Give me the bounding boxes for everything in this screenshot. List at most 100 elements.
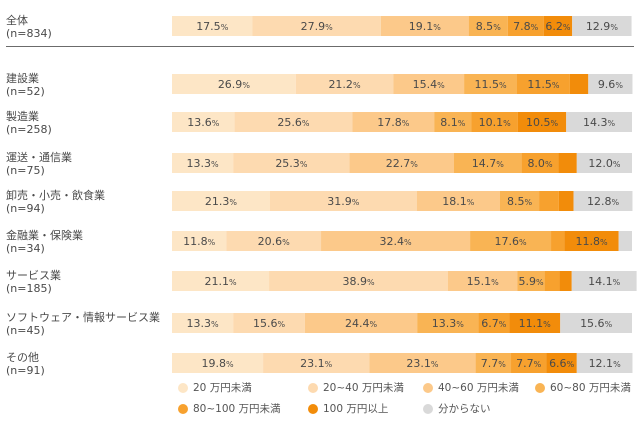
bar-segment: [172, 153, 234, 173]
category-n-label: (n=258): [6, 123, 52, 136]
legend-label: 80~100 万円未満: [193, 403, 281, 415]
legend-label: 40~60 万円未満: [438, 382, 519, 394]
data-label: 17.5%: [196, 20, 229, 33]
category-label: 建設業: [6, 71, 39, 85]
data-label: 38.9%: [342, 275, 375, 288]
data-label: 15.6%: [580, 317, 613, 330]
legend-label: 100 万円以上: [323, 403, 389, 415]
bar-segment: [546, 353, 577, 373]
category-n-label: (n=185): [6, 282, 52, 295]
data-label: 18.1%: [442, 195, 475, 208]
category-label: ソフトウェア・情報サービス業: [6, 311, 160, 324]
data-label: 15.1%: [467, 275, 500, 288]
data-label: 13.3%: [187, 317, 220, 330]
data-label: 21.3%: [205, 195, 238, 208]
legend-swatch: [423, 382, 433, 393]
bar-segment: [349, 153, 454, 173]
data-label: 10.1%: [479, 116, 512, 129]
bar-segment: [234, 112, 353, 132]
bar-segment: [576, 353, 633, 373]
data-label: 27.9%: [301, 20, 334, 33]
data-label: 8.5%: [507, 195, 533, 208]
data-label: 7.7%: [481, 357, 507, 370]
bar-segment: [499, 191, 540, 211]
legend-item: 20~40 万円未満: [308, 380, 404, 395]
category-label: 運送・通信業: [6, 150, 72, 164]
data-label: 25.3%: [275, 157, 308, 170]
data-label: 14.3%: [583, 116, 616, 129]
data-label: 19.1%: [409, 20, 442, 33]
data-label: 11.5%: [474, 78, 507, 91]
bar-segment: [475, 353, 512, 373]
category-label: その他: [6, 351, 39, 364]
bar-segment: [233, 153, 350, 173]
category-n-label: (n=34): [6, 242, 45, 255]
bar-segment: [172, 112, 235, 132]
category-n-label: (n=45): [6, 324, 45, 337]
data-label: 11.5%: [527, 78, 560, 91]
bar-segment: [511, 353, 547, 373]
bar-segment: [571, 271, 637, 291]
data-label: 12.9%: [586, 20, 619, 33]
bar-segment: [172, 313, 234, 333]
data-label: 31.9%: [327, 195, 360, 208]
data-label: 8.5%: [476, 20, 502, 33]
bar-segment: [468, 16, 508, 36]
category-label: サービス業: [6, 269, 61, 282]
data-label: 14.1%: [588, 275, 621, 288]
data-label: 11.8%: [575, 235, 608, 248]
data-label: 22.7%: [386, 157, 419, 170]
category-label: 製造業: [6, 109, 39, 123]
bar-segment: [470, 231, 552, 251]
bar-segment: [517, 112, 567, 132]
data-label: 6.2%: [545, 20, 571, 33]
bar-segment: [544, 271, 560, 291]
data-label: 13.3%: [432, 317, 465, 330]
bar-segment: [521, 153, 559, 173]
legend-item: 80~100 万円未満: [178, 401, 281, 416]
bar-segment: [434, 112, 472, 132]
data-label: 12.1%: [589, 357, 622, 370]
legend-item: 60~80 万円未満: [535, 380, 631, 395]
legend-item: 分からない: [423, 401, 491, 416]
bar-segment: [509, 313, 561, 333]
bar-segment: [226, 231, 322, 251]
legend-swatch: [423, 403, 433, 414]
data-label: 12.0%: [588, 157, 621, 170]
data-label: 7.8%: [513, 20, 539, 33]
data-label: 13.6%: [187, 116, 220, 129]
bar-segment: [558, 191, 574, 211]
bar-segment: [464, 74, 517, 94]
data-label: 15.6%: [253, 317, 286, 330]
legend-item: 20 万円未満: [178, 380, 252, 395]
bar-segment: [172, 353, 264, 373]
data-label: 25.6%: [277, 116, 310, 129]
bar-segment: [321, 231, 471, 251]
data-label: 21.2%: [328, 78, 361, 91]
bar-segment: [172, 16, 253, 36]
data-label: 11.1%: [519, 317, 552, 330]
bar-segment: [573, 191, 633, 211]
bar-segment: [566, 112, 632, 132]
data-label: 5.9%: [518, 275, 544, 288]
legend-swatch: [308, 403, 318, 414]
category-label: 金融業・保険業: [6, 228, 83, 242]
bar-segment: [352, 112, 435, 132]
bar-segment: [380, 16, 469, 36]
bar-segment: [295, 74, 394, 94]
legend-label: 分からない: [438, 403, 491, 415]
bar-segment: [576, 153, 632, 173]
legend-swatch: [308, 382, 318, 393]
bar-segment: [543, 16, 573, 36]
legend-label: 20 万円未満: [193, 382, 252, 394]
bar-segment: [393, 74, 465, 94]
legend-swatch: [178, 403, 188, 414]
bar-segment: [172, 74, 296, 94]
bar-segment: [507, 16, 544, 36]
data-label: 26.9%: [218, 78, 251, 91]
bar-segment: [269, 271, 448, 291]
bar-segment: [471, 112, 518, 132]
data-label: 6.7%: [481, 317, 507, 330]
category-label: 卸売・小売・飲食業: [6, 188, 105, 202]
